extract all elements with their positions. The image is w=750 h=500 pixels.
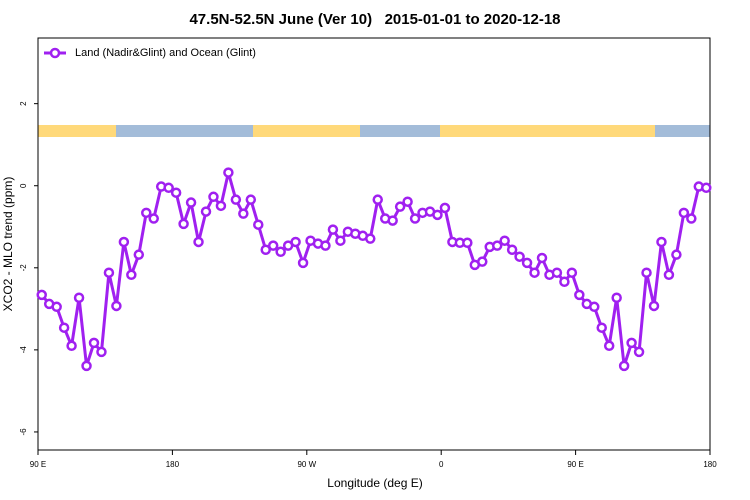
- data-point: [148, 213, 159, 224]
- y-tick-label: 0: [19, 183, 28, 188]
- x-tick-label: 180: [166, 460, 180, 469]
- land-band: [253, 125, 360, 137]
- data-point: [215, 200, 227, 212]
- data-point: [297, 257, 309, 269]
- data-point: [566, 267, 578, 278]
- y-axis-label: XCO2 - MLO trend (ppm): [1, 177, 15, 312]
- land-band: [38, 125, 116, 137]
- data-point: [335, 235, 346, 246]
- data-point: [656, 236, 667, 248]
- data-point: [230, 194, 242, 205]
- land-ocean-strip: [38, 125, 710, 137]
- data-point: [551, 267, 563, 278]
- data-point: [439, 202, 451, 214]
- data-point: [141, 207, 152, 219]
- ocean-band: [116, 125, 253, 137]
- data-point: [200, 206, 212, 217]
- data-point: [170, 187, 182, 198]
- data-point: [88, 337, 100, 349]
- data-point: [267, 240, 279, 251]
- data-point: [626, 337, 637, 349]
- data-point: [596, 322, 607, 333]
- data-point: [208, 191, 219, 203]
- y-tick-label: 2: [19, 101, 28, 106]
- legend-label: Land (Nadir&Glint) and Ocean (Glint): [75, 47, 256, 59]
- data-point: [260, 244, 271, 255]
- data-point: [462, 237, 473, 249]
- data-point: [372, 194, 383, 205]
- data-point: [245, 194, 257, 205]
- data-point: [387, 215, 398, 226]
- y-tick-label: -6: [19, 428, 28, 436]
- data-point: [163, 182, 174, 194]
- data-point: [58, 322, 70, 333]
- data-point: [521, 257, 533, 269]
- data-point: [73, 292, 85, 304]
- y-tick-label: -2: [19, 264, 28, 272]
- data-point: [365, 233, 376, 244]
- data-point: [491, 240, 503, 251]
- data-point: [81, 360, 92, 372]
- y-tick-label: -4: [19, 346, 28, 354]
- data-point: [223, 167, 234, 178]
- data-point: [701, 182, 712, 194]
- data-point: [290, 236, 301, 248]
- data-point: [275, 246, 286, 258]
- data-point: [178, 218, 189, 230]
- data-point: [238, 208, 249, 219]
- data-point: [499, 235, 510, 246]
- legend-marker: [49, 47, 61, 59]
- data-point: [574, 289, 585, 301]
- data-point: [327, 224, 339, 235]
- data-point: [506, 244, 518, 255]
- data-point: [103, 267, 115, 278]
- x-axis-label: Longitude (deg E): [327, 476, 422, 490]
- data-point: [536, 252, 548, 264]
- data-point: [633, 346, 645, 358]
- data-point: [589, 301, 600, 313]
- data-point: [432, 209, 443, 221]
- land-band: [440, 125, 655, 137]
- data-point: [185, 197, 197, 208]
- data-point: [66, 340, 77, 352]
- x-tick-label: 90 E: [30, 460, 46, 469]
- data-point: [648, 300, 660, 312]
- data-point: [96, 346, 107, 358]
- data-point: [529, 267, 540, 278]
- data-point: [611, 292, 622, 304]
- data-point: [663, 269, 675, 281]
- data-point: [51, 301, 62, 313]
- ocean-band: [655, 125, 710, 137]
- data-point: [193, 236, 204, 248]
- plot-frame: [37, 37, 711, 451]
- data-point: [320, 240, 331, 251]
- ocean-band: [360, 125, 440, 137]
- data-point: [686, 213, 697, 224]
- x-tick-label: 90 E: [567, 460, 583, 469]
- data-point: [641, 267, 652, 278]
- data-point: [477, 256, 488, 267]
- data-point: [133, 249, 145, 260]
- data-point: [253, 219, 264, 230]
- data-point: [514, 251, 525, 262]
- x-tick-label: 90 W: [297, 460, 316, 469]
- data-point: [678, 207, 690, 219]
- data-point: [402, 196, 413, 207]
- data-point: [126, 269, 137, 281]
- data-point: [118, 236, 130, 248]
- chart-title: 47.5N-52.5N June (Ver 10) 2015-01-01 to …: [189, 11, 560, 28]
- data-point: [671, 249, 682, 260]
- data-point: [559, 276, 570, 288]
- data-point: [394, 201, 406, 212]
- data-point: [111, 300, 122, 312]
- data-point: [618, 360, 630, 372]
- x-tick-label: 180: [703, 460, 717, 469]
- data-point: [603, 340, 615, 352]
- x-tick-label: 0: [439, 460, 444, 469]
- data-point: [409, 213, 421, 224]
- data-point: [36, 289, 47, 301]
